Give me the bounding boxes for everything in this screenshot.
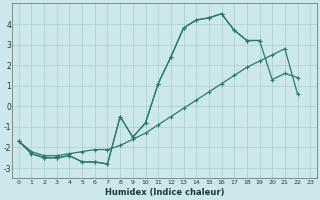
- X-axis label: Humidex (Indice chaleur): Humidex (Indice chaleur): [105, 188, 224, 197]
